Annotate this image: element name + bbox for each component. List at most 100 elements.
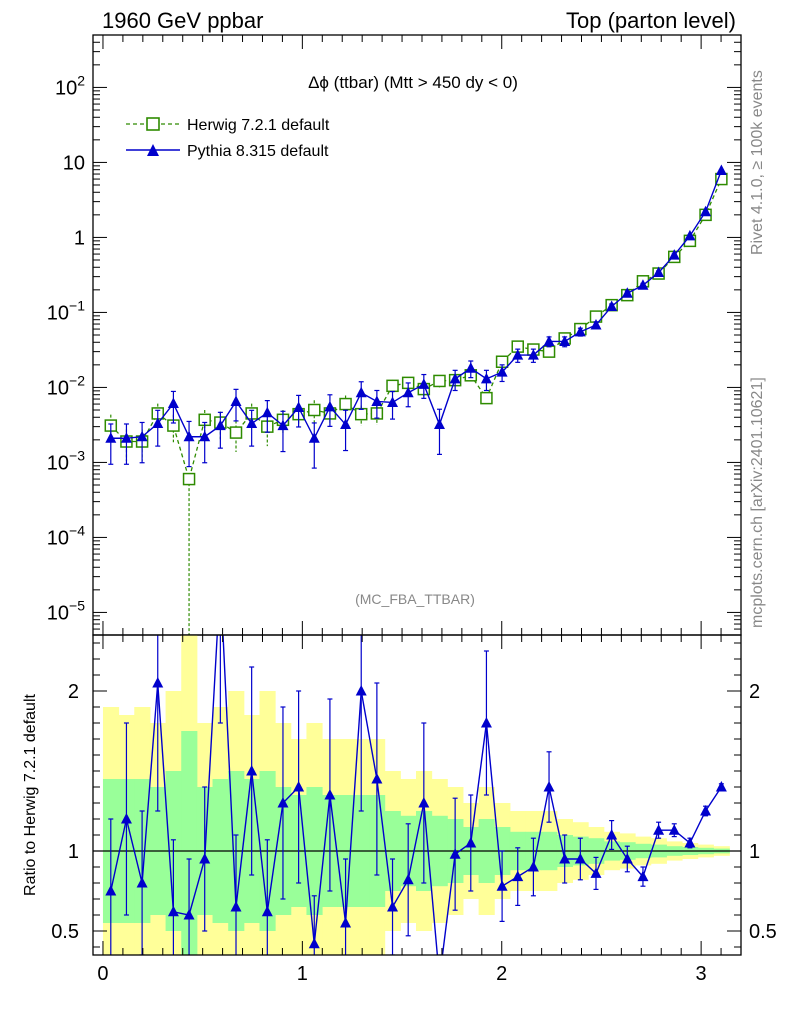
ratio-ytick-label-right-2: 2 — [749, 681, 760, 703]
herwig-line — [110, 178, 722, 482]
pythia-point-4 — [167, 397, 179, 409]
herwig-point-5 — [182, 472, 196, 486]
pythia-point-22 — [449, 372, 461, 384]
pythia-point-14 — [324, 400, 336, 412]
pythia-point-33 — [621, 287, 633, 298]
pythia-point-1 — [120, 432, 132, 443]
ratio-pythia-point-16 — [355, 685, 367, 696]
pythia-point-28 — [543, 335, 555, 346]
ratio-pythia-point-4 — [167, 905, 179, 917]
ratio-pythia-point-11 — [277, 797, 289, 808]
main-ytick-label-5: 1 — [74, 227, 85, 249]
ratio-pythia-point-14 — [324, 789, 336, 800]
herwig-point-16 — [354, 407, 368, 421]
main-ytick-label-3: 10−2 — [47, 372, 85, 399]
rivet-version-label: Rivet 4.1.0, ≥ 100k events — [749, 70, 766, 255]
xtick-label-1: 1 — [297, 963, 308, 985]
pythia-point-12 — [293, 401, 305, 412]
pythia-point-6 — [199, 430, 211, 442]
pythia-point-18 — [387, 396, 399, 407]
header-left-label: 1960 GeV ppbar — [102, 8, 263, 33]
ratio-pythia-point-23 — [465, 837, 477, 848]
ratio-panel: 0 1 2 3 0.5 0.5 1 1 2 2 — [51, 573, 777, 985]
pythia-point-16 — [355, 386, 367, 398]
ratio-pythia-point-36 — [668, 824, 680, 835]
ratio-pythia-point-18 — [387, 901, 399, 912]
ratio-ytick-label-left-1: 1 — [68, 841, 79, 863]
main-ytick-label-4: 10−1 — [47, 297, 85, 324]
xtick-label-3: 3 — [696, 963, 707, 985]
pythia-point-38 — [700, 205, 712, 217]
herwig-point-8 — [229, 426, 243, 439]
pythia-point-5 — [183, 430, 195, 442]
pythia-point-36 — [668, 249, 680, 260]
pythia-point-31 — [590, 318, 602, 330]
ratio-pythia-point-38 — [700, 805, 712, 816]
main-ytick-label-2: 10−3 — [47, 447, 85, 474]
herwig-point-15 — [339, 397, 352, 411]
ratio-pythia-point-22 — [449, 848, 461, 859]
ratio-y-axis-label: Ratio to Herwig 7.2.1 default — [22, 694, 39, 896]
main-series — [104, 164, 728, 635]
ratio-pythia-point-3 — [152, 677, 164, 688]
pythia-point-24 — [480, 372, 492, 384]
ratio-pythia-point-37 — [684, 837, 696, 848]
pythia-series — [105, 164, 727, 469]
chart-title: Δϕ (ttbar) (Mtt > 450 dy < 0) — [308, 73, 518, 92]
pythia-line — [110, 170, 723, 440]
ratio-pythia-point-2 — [136, 877, 148, 888]
main-ytick-label-7: 102 — [55, 72, 85, 99]
herwig-point-28 — [542, 345, 556, 358]
ratio-pythia-point-35 — [653, 824, 665, 835]
ratio-pythia-point-34 — [637, 870, 649, 882]
ratio-pythia-point-20 — [418, 797, 430, 808]
pythia-point-11 — [277, 419, 289, 431]
pythia-point-37 — [684, 229, 696, 241]
main-ytick-label-0: 10−5 — [47, 597, 85, 624]
pythia-point-30 — [574, 325, 586, 337]
legend-herwig-marker — [146, 117, 160, 131]
ratio-ytick-label-left-0: 0.5 — [51, 921, 79, 943]
xtick-label-2: 2 — [496, 963, 507, 985]
pythia-point-29 — [559, 335, 571, 346]
pythia-point-25 — [496, 366, 508, 377]
xtick-label-0: 0 — [97, 963, 108, 985]
herwig-point-13 — [308, 403, 321, 417]
pythia-point-8 — [230, 395, 242, 406]
ratio-pythia-point-6 — [199, 853, 211, 864]
legend-herwig: Herwig 7.2.1 default — [126, 117, 330, 134]
pythia-point-3 — [152, 417, 164, 429]
main-panel: 10−5 10−4 10−3 10−2 10−1 1 10 102 — [47, 34, 742, 636]
pythia-point-32 — [606, 300, 618, 311]
pythia-point-35 — [653, 266, 665, 278]
pythia-point-19 — [402, 386, 414, 398]
ratio-pythia-point-15 — [340, 917, 352, 928]
pythia-point-26 — [512, 349, 524, 360]
ratio-ytick-label-left-2: 2 — [68, 681, 79, 703]
herwig-point-18 — [386, 379, 399, 393]
ratio-pythia-point-12 — [293, 781, 305, 792]
ratio-pythia-point-13 — [308, 937, 320, 949]
ratio-pythia-point-19 — [402, 873, 414, 885]
ratio-ytick-label-right-0: 0.5 — [749, 921, 777, 943]
ratio-pythia-point-27 — [527, 861, 539, 872]
mcplots-reference-label: mcplots.cern.ch [arXiv:2401.10621] — [749, 377, 766, 628]
ratio-pythia-point-7 — [215, 573, 226, 584]
herwig-series — [104, 172, 728, 635]
pythia-point-27 — [527, 349, 539, 360]
ratio-pythia-point-31 — [590, 867, 602, 878]
ratio-pythia-point-0 — [105, 885, 117, 896]
pythia-point-2 — [136, 430, 148, 442]
pythia-point-20 — [418, 378, 430, 389]
ratio-pythia-point-25 — [496, 880, 508, 891]
ratio-pythia-point-8 — [230, 901, 242, 912]
pythia-point-15 — [340, 418, 352, 430]
ratio-frame — [92, 634, 742, 956]
pythia-point-13 — [308, 432, 320, 443]
pythia-point-7 — [214, 419, 226, 431]
ratio-pythia-point-24 — [480, 717, 492, 728]
ratio-pythia-point-1 — [120, 813, 132, 824]
main-ytick-label-6: 10 — [63, 152, 85, 174]
ratio-pythia-point-17 — [371, 773, 383, 784]
pythia-point-0 — [105, 432, 117, 443]
